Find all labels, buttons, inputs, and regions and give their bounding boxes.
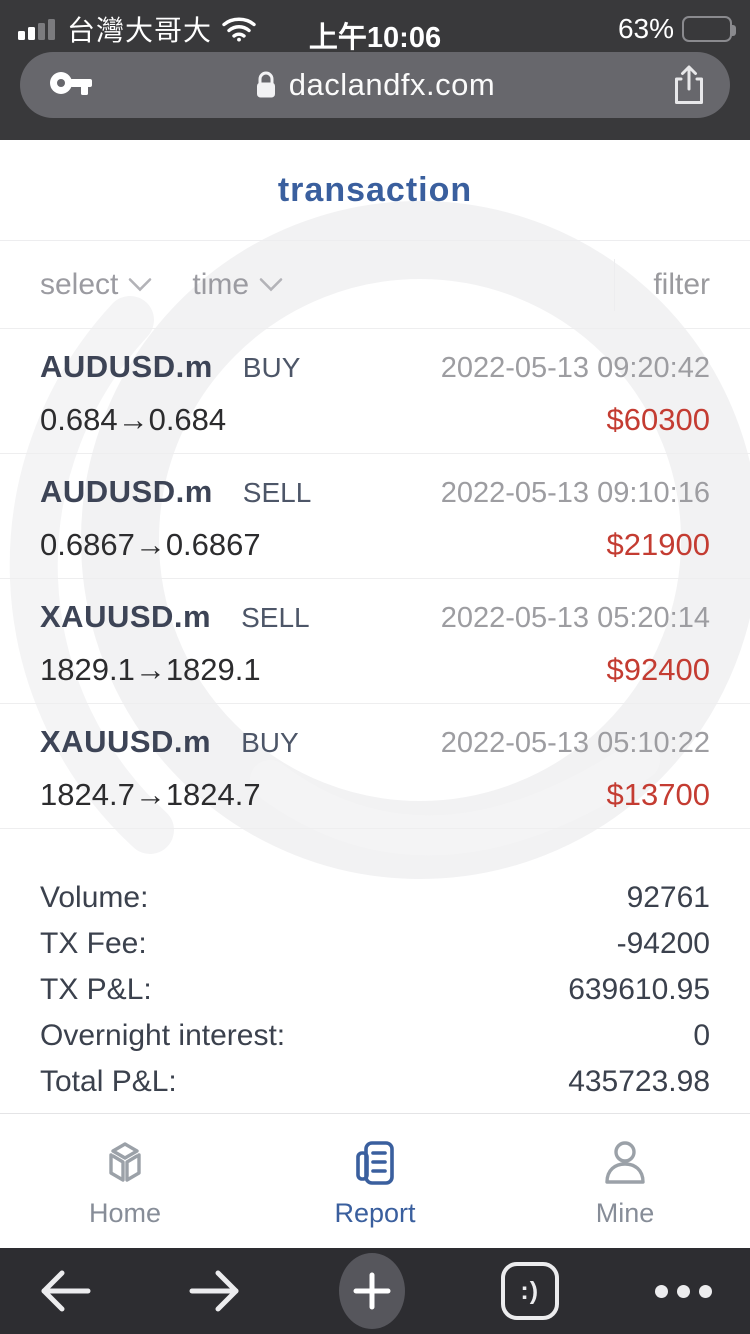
tx-amount: $60300 bbox=[606, 402, 710, 437]
tx-side: BUY bbox=[242, 352, 301, 383]
tx-side: BUY bbox=[241, 727, 299, 758]
new-tab-button[interactable] bbox=[338, 1253, 405, 1329]
tx-side: SELL bbox=[241, 602, 310, 633]
filter-button[interactable]: filter bbox=[653, 267, 710, 301]
tx-amount: $13700 bbox=[606, 777, 710, 812]
cube-icon bbox=[109, 1142, 141, 1182]
summary-value: 92761 bbox=[626, 881, 710, 914]
summary-label: Volume: bbox=[40, 881, 149, 914]
address-bar[interactable]: daclandfx.com bbox=[20, 52, 730, 118]
share-icon[interactable] bbox=[672, 64, 706, 106]
cell-signal-icon bbox=[18, 18, 55, 40]
tx-symbol: AUDUSD.m bbox=[40, 349, 213, 384]
transaction-list: AUDUSD.m BUY 2022-05-13 09:20:42 0.684→0… bbox=[0, 328, 750, 828]
transaction-row[interactable]: XAUUSD.m BUY 2022-05-13 05:10:22 1824.7→… bbox=[0, 703, 750, 828]
summary-value: 0 bbox=[693, 1019, 710, 1052]
tab-home[interactable]: Home bbox=[0, 1114, 250, 1248]
tab-mine[interactable]: Mine bbox=[500, 1114, 750, 1248]
transaction-row[interactable]: AUDUSD.m BUY 2022-05-13 09:20:42 0.684→0… bbox=[0, 328, 750, 453]
tx-symbol: XAUUSD.m bbox=[40, 599, 212, 634]
filter-bar: select time filter bbox=[0, 240, 750, 328]
summary-section: Volume: 92761 TX Fee: -94200 TX P&L: 639… bbox=[0, 828, 750, 1105]
report-icon bbox=[356, 1141, 394, 1185]
person-icon bbox=[605, 1141, 645, 1184]
browser-header: 台灣大哥大 上午10:06 63% bbox=[0, 0, 750, 140]
time-dropdown[interactable]: time bbox=[192, 268, 283, 302]
carrier-label: 台灣大哥大 bbox=[67, 15, 213, 46]
tx-datetime: 2022-05-13 09:20:42 bbox=[440, 352, 710, 384]
password-key-icon[interactable] bbox=[48, 69, 94, 101]
select-dropdown[interactable]: select bbox=[40, 268, 152, 302]
summary-row: Overnight interest: 0 bbox=[40, 1013, 710, 1059]
filter-divider bbox=[614, 258, 616, 311]
tx-symbol: XAUUSD.m bbox=[40, 724, 212, 759]
tab-label: Home bbox=[88, 1198, 162, 1228]
tx-price-range: 0.6867→0.6867 bbox=[40, 527, 261, 562]
summary-row: TX P&L: 639610.95 bbox=[40, 967, 710, 1013]
tx-symbol: AUDUSD.m bbox=[40, 474, 213, 509]
chevron-down-icon bbox=[129, 278, 152, 292]
tab-label: Report bbox=[334, 1198, 416, 1228]
forward-button[interactable] bbox=[188, 1268, 242, 1314]
battery-percent-label: 63% bbox=[617, 13, 674, 44]
summary-label: TX P&L: bbox=[40, 973, 152, 1006]
tx-amount: $21900 bbox=[606, 527, 710, 562]
summary-value: 435723.98 bbox=[568, 1065, 710, 1098]
summary-value: -94200 bbox=[616, 927, 710, 960]
summary-row: Total P&L: 435723.98 bbox=[40, 1059, 710, 1105]
summary-value: 639610.95 bbox=[568, 973, 710, 1006]
url-domain-label: daclandfx.com bbox=[288, 67, 496, 102]
battery-icon bbox=[682, 16, 736, 42]
back-button[interactable] bbox=[38, 1268, 92, 1314]
lock-icon bbox=[256, 71, 275, 98]
summary-label: Total P&L: bbox=[40, 1065, 177, 1098]
chevron-down-icon bbox=[259, 278, 283, 292]
plus-icon bbox=[353, 1272, 390, 1310]
tx-amount: $92400 bbox=[606, 652, 710, 687]
tx-price-range: 0.684→0.684 bbox=[40, 402, 227, 437]
transaction-row[interactable]: XAUUSD.m SELL 2022-05-13 05:20:14 1829.1… bbox=[0, 578, 750, 703]
summary-label: Overnight interest: bbox=[40, 1019, 286, 1052]
summary-label: TX Fee: bbox=[40, 927, 147, 960]
tabs-smiley-button[interactable]: :) bbox=[500, 1262, 559, 1320]
browser-toolbar: :) bbox=[0, 1248, 750, 1334]
tab-report[interactable]: Report bbox=[250, 1114, 500, 1248]
tx-price-range: 1829.1→1829.1 bbox=[40, 652, 261, 687]
clock-label: 上午10:06 bbox=[308, 22, 442, 54]
tab-label: Mine bbox=[595, 1198, 655, 1228]
status-bar: 台灣大哥大 上午10:06 63% bbox=[0, 0, 750, 54]
tx-price-range: 1824.7→1824.7 bbox=[40, 777, 261, 812]
tx-datetime: 2022-05-13 05:20:14 bbox=[440, 602, 710, 634]
summary-row: Volume: 92761 bbox=[40, 875, 710, 921]
more-options-button[interactable] bbox=[655, 1284, 712, 1298]
wifi-icon bbox=[222, 16, 256, 42]
tx-side: SELL bbox=[242, 477, 312, 508]
transaction-row[interactable]: AUDUSD.m SELL 2022-05-13 09:10:16 0.6867… bbox=[0, 453, 750, 578]
summary-row: TX Fee: -94200 bbox=[40, 921, 710, 967]
tx-datetime: 2022-05-13 09:10:16 bbox=[440, 477, 710, 509]
app-tab-bar: Home Report Mine bbox=[0, 1113, 750, 1248]
page-title: transaction bbox=[277, 170, 473, 209]
tx-datetime: 2022-05-13 05:10:22 bbox=[440, 727, 710, 759]
